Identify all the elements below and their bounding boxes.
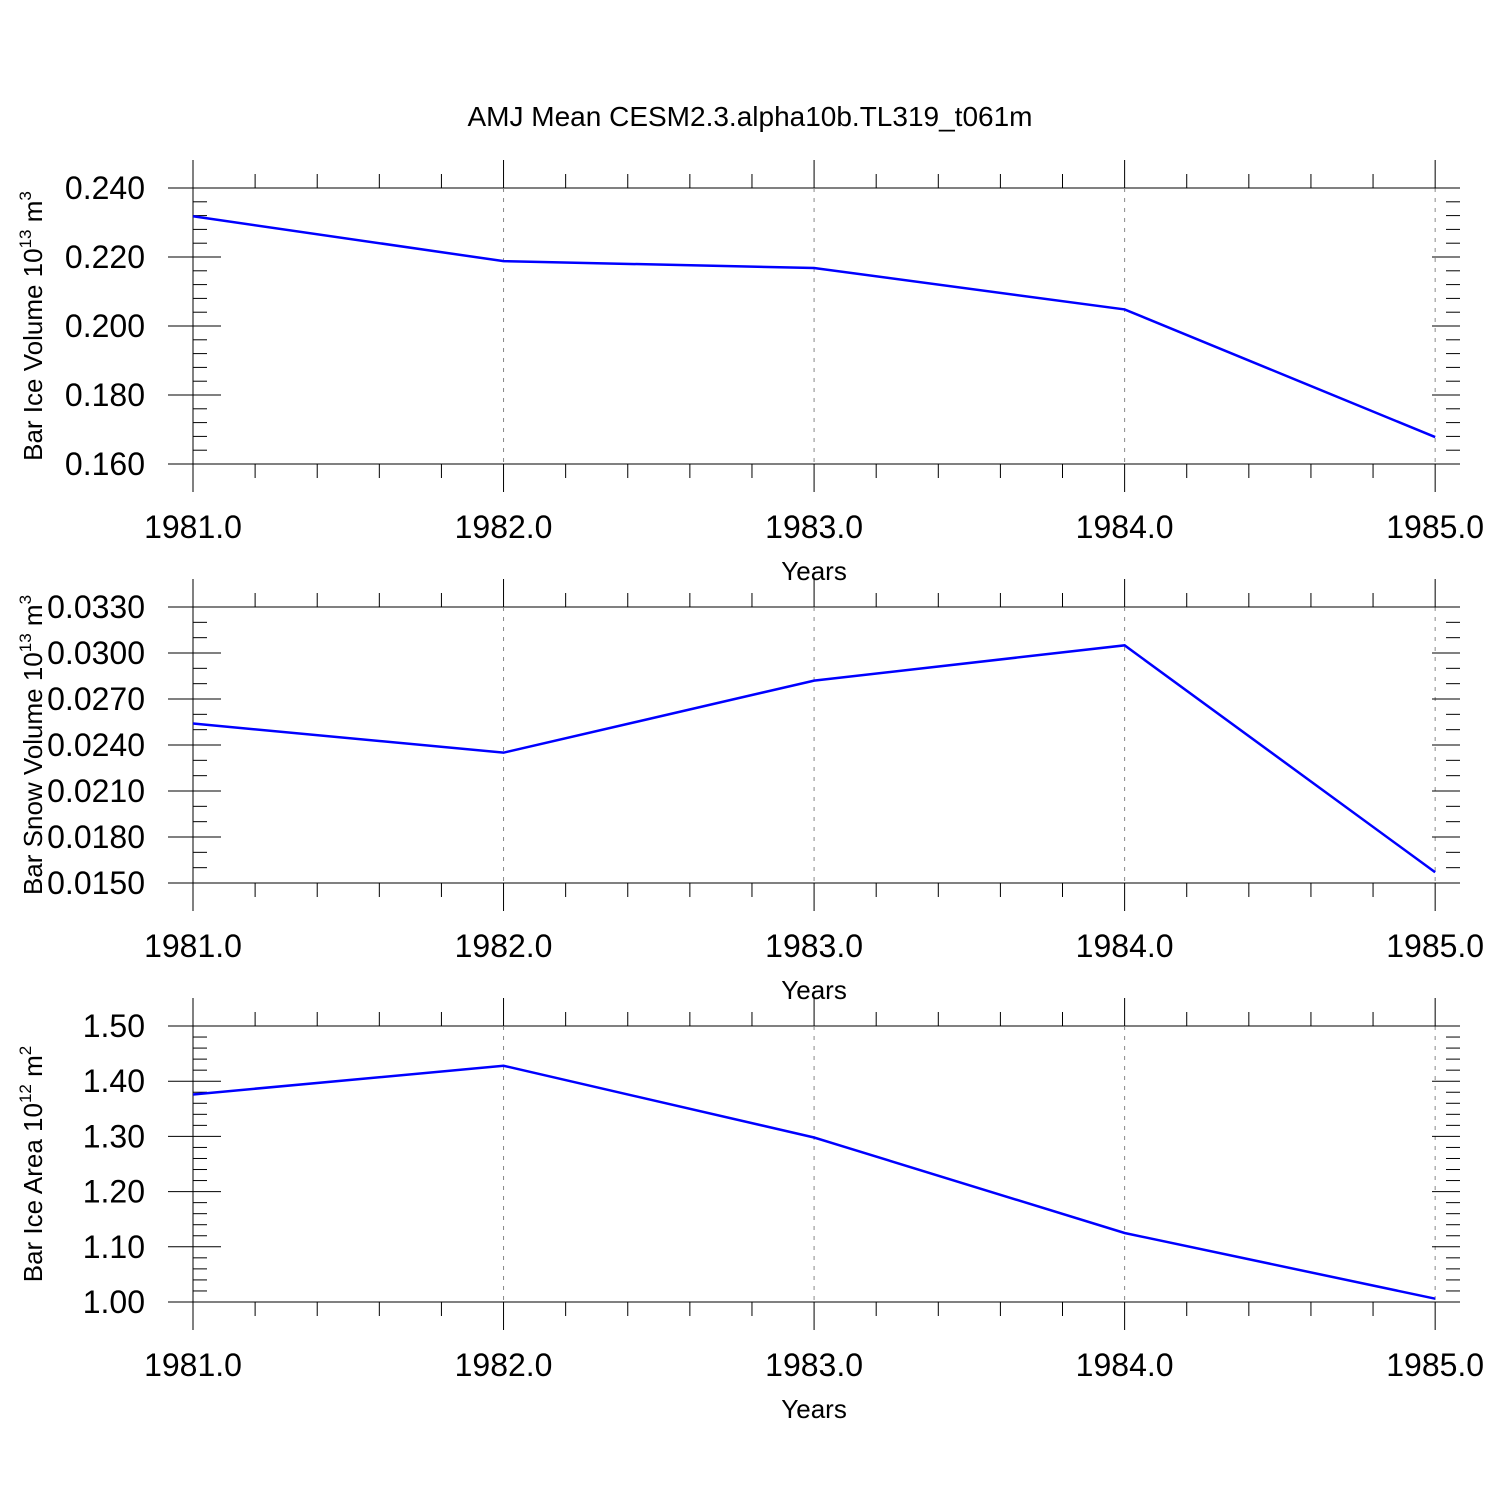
- x-tick-label: 1981.0: [144, 509, 242, 545]
- x-tick-label: 1985.0: [1386, 1347, 1484, 1383]
- panel-ice-area: 1981.0 1982.0 1983.0 1984.0 1985.0 1.00 1.10 1.…: [16, 998, 1484, 1424]
- series-line: [192, 1064, 1436, 1300]
- y-tick-label: 1.10: [83, 1229, 145, 1265]
- panel-snow-volume: 1981.0 1982.0 1983.0 1984.0 1985.0 0.0150 0.01…: [16, 579, 1484, 1005]
- y-tick-label: 0.0150: [47, 865, 145, 901]
- x-tick-label: 1984.0: [1076, 1347, 1174, 1383]
- x-tick-label: 1982.0: [455, 928, 553, 964]
- x-tick-label: 1983.0: [765, 509, 863, 545]
- figure-title: AMJ Mean CESM2.3.alpha10b.TL319_t061m: [468, 101, 1033, 132]
- panel-ice-volume: 1981.0 1982.0 1983.0 1984.0 1985.0 0.160 0.180…: [16, 160, 1484, 586]
- x-tick-label: 1985.0: [1386, 928, 1484, 964]
- x-tick-label: 1982.0: [455, 1347, 553, 1383]
- x-tick-label: 1982.0: [455, 509, 553, 545]
- y-axis-title: Bar Ice Area 1012 m2: [16, 1046, 48, 1283]
- y-tick-label: 0.240: [65, 170, 145, 206]
- y-tick-label: 1.40: [83, 1063, 145, 1099]
- y-tick-label: 0.0270: [47, 681, 145, 717]
- y-tick-label: 1.50: [83, 1008, 145, 1044]
- x-tick-label: 1985.0: [1386, 509, 1484, 545]
- y-tick-label: 1.20: [83, 1174, 145, 1210]
- x-axis-title: Years: [781, 1394, 847, 1424]
- y-tick-label: 0.0300: [47, 635, 145, 671]
- x-tick-label: 1983.0: [765, 1347, 863, 1383]
- y-tick-label: 0.180: [65, 377, 145, 413]
- y-tick-label: 0.220: [65, 239, 145, 275]
- x-tick-label: 1981.0: [144, 928, 242, 964]
- y-tick-label: 0.0180: [47, 819, 145, 855]
- y-tick-label: 0.160: [65, 446, 145, 482]
- y-axis-title: Bar Snow Volume 1013 m3: [16, 595, 48, 895]
- y-axis-title: Bar Ice Volume 1013 m3: [16, 191, 48, 461]
- y-tick-label: 1.30: [83, 1118, 145, 1154]
- x-tick-label: 1981.0: [144, 1347, 242, 1383]
- x-tick-label: 1984.0: [1076, 928, 1174, 964]
- y-tick-label: 0.200: [65, 308, 145, 344]
- y-tick-label: 1.00: [83, 1284, 145, 1320]
- x-tick-label: 1983.0: [765, 928, 863, 964]
- y-tick-label: 0.0210: [47, 773, 145, 809]
- x-tick-label: 1984.0: [1076, 509, 1174, 545]
- y-tick-label: 0.0330: [47, 589, 145, 625]
- y-tick-label: 0.0240: [47, 727, 145, 763]
